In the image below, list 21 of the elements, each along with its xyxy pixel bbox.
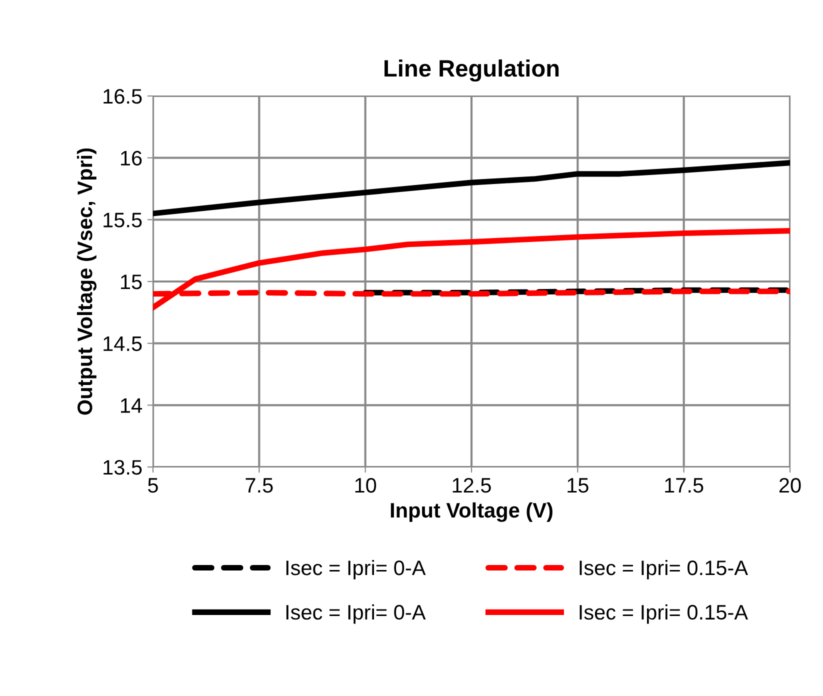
x-tick-label: 15 xyxy=(568,478,588,493)
y-tick-label: 13.5 xyxy=(104,460,142,475)
x-tick-label: 7.5 xyxy=(246,478,273,493)
y-axis-title: Output Voltage (Vsec, Vpri) xyxy=(76,148,96,415)
legend-label: Isec = Ipri= 0.15-A xyxy=(580,604,748,624)
y-tick-label: 15 xyxy=(121,274,142,290)
x-tick-label: 10 xyxy=(355,478,376,493)
y-tick-label: 16.5 xyxy=(104,89,142,104)
legend-label: Isec = Ipri= 0-A xyxy=(286,604,426,624)
y-tick-label: 15.5 xyxy=(104,212,142,228)
y-tick-label: 16 xyxy=(121,150,142,166)
chart-title: Line Regulation xyxy=(384,59,559,82)
x-tick-label: 20 xyxy=(779,478,801,493)
legend-label: Isec = Ipri= 0.15-A xyxy=(580,560,748,580)
legend-label: Isec = Ipri= 0-A xyxy=(286,560,426,580)
y-tick-label: 14 xyxy=(121,398,142,413)
x-tick-label: 17.5 xyxy=(665,478,704,493)
x-axis-title: Input Voltage (V) xyxy=(390,502,552,522)
x-tick-label: 12.5 xyxy=(452,478,491,493)
y-tick-label: 14.5 xyxy=(104,336,142,352)
x-tick-label: 5 xyxy=(148,478,158,493)
